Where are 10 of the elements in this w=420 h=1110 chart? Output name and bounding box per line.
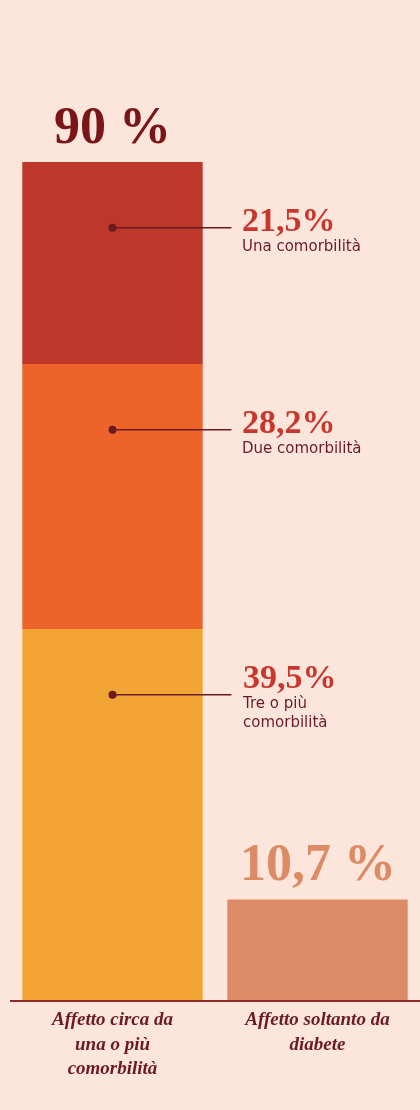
data-label: 39,5% xyxy=(243,658,337,695)
x-tick-label: Affetto soltanto da diabete xyxy=(244,1007,391,1054)
total-label: 10,7 % xyxy=(240,834,396,891)
x-tick-label: Affetto circa da una o più comorbilità xyxy=(50,1007,174,1079)
text: Due comorbilità xyxy=(242,438,362,457)
total-label: 90 % xyxy=(54,97,171,154)
text: Una comorbilità xyxy=(242,236,361,255)
data-label: 21,5% xyxy=(242,201,336,238)
data-label: 28,2% xyxy=(242,403,336,440)
text: Tre o più comorbilità xyxy=(242,693,328,731)
